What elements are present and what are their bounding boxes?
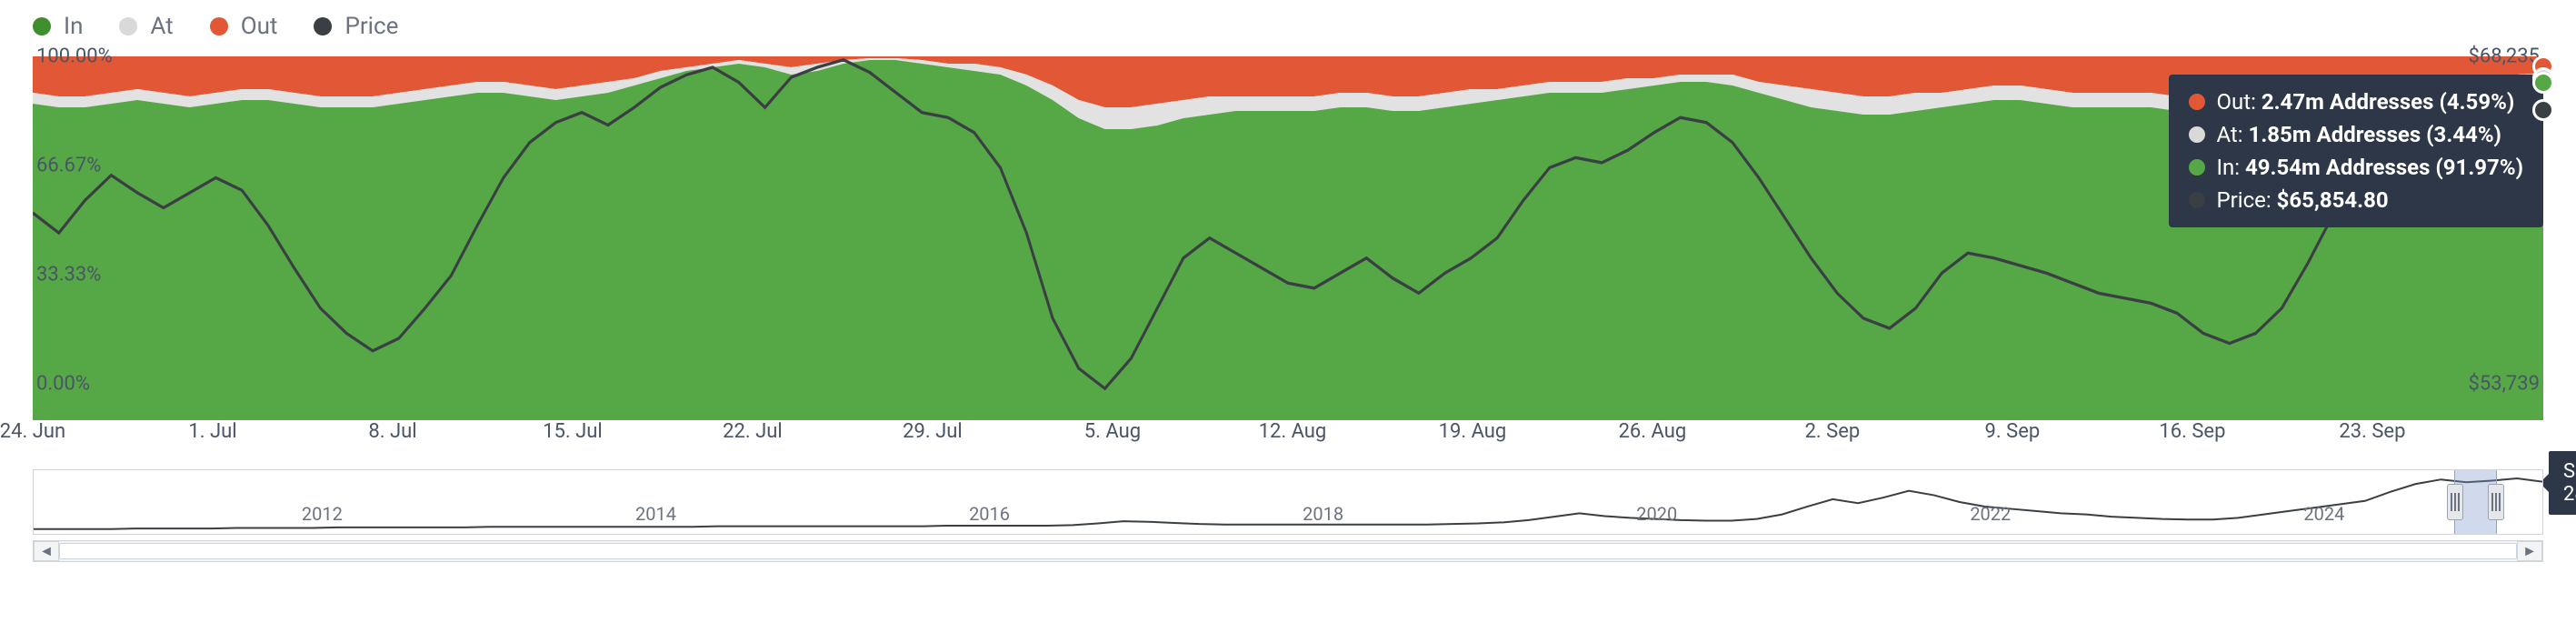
x-tick: 8. Jul xyxy=(368,420,416,443)
x-tick: 23. Sep xyxy=(2339,420,2405,443)
x-tick: 12. Aug xyxy=(1259,420,1327,443)
range-x-label: 2018 xyxy=(1303,503,1343,525)
legend-dot-price xyxy=(314,17,332,35)
x-tick: 1. Jul xyxy=(188,420,236,443)
x-tick: 2. Sep xyxy=(1805,420,1861,443)
x-tick: 15. Jul xyxy=(543,420,603,443)
legend-label-in: In xyxy=(64,13,83,40)
scroll-right-button[interactable]: ► xyxy=(2517,541,2542,561)
range-mini-chart xyxy=(34,470,2542,534)
legend-item-price[interactable]: Price xyxy=(314,13,398,40)
range-handle-left[interactable] xyxy=(2447,484,2463,520)
range-x-label: 2016 xyxy=(969,503,1010,525)
x-tick: 19. Aug xyxy=(1439,420,1507,443)
legend-dot-out xyxy=(210,17,228,35)
main-chart[interactable]: 0.00%33.33%66.67%100.00% $53,739$68,235 … xyxy=(0,56,2576,420)
range-x-label: 2014 xyxy=(635,503,676,525)
legend-label-price: Price xyxy=(344,13,398,40)
range-x-label: 2024 xyxy=(2303,503,2344,525)
crosshair-markers xyxy=(0,56,2576,420)
x-axis: 24. Jun1. Jul8. Jul15. Jul22. Jul29. Jul… xyxy=(33,420,2543,453)
legend-label-at: At xyxy=(150,13,173,40)
range-selection[interactable] xyxy=(2454,470,2497,534)
x-tick: 22. Jul xyxy=(723,420,783,443)
legend-item-in[interactable]: In xyxy=(33,13,83,40)
x-tick: 9. Sep xyxy=(1985,420,2041,443)
scroll-left-button[interactable]: ◄ xyxy=(34,541,59,561)
x-tick: 29. Jul xyxy=(903,420,963,443)
scroll-thumb[interactable] xyxy=(59,543,2517,559)
legend-dot-at xyxy=(119,17,137,35)
x-tick: 26. Aug xyxy=(1619,420,1687,443)
range-x-label: 2012 xyxy=(302,503,343,525)
crosshair-date-label: Sep 28 xyxy=(2563,460,2576,506)
legend-item-out[interactable]: Out xyxy=(210,13,278,40)
scroll-track[interactable] xyxy=(59,541,2517,561)
crosshair-marker xyxy=(2532,72,2554,94)
crosshair-date-flag: Sep 28 xyxy=(2549,451,2576,515)
x-tick: 16. Sep xyxy=(2159,420,2225,443)
range-handle-right[interactable] xyxy=(2488,484,2504,520)
legend: In At Out Price xyxy=(0,0,2576,56)
x-tick: 5. Aug xyxy=(1084,420,1141,443)
legend-label-out: Out xyxy=(241,13,278,40)
horizontal-scrollbar[interactable]: ◄ ► xyxy=(33,540,2543,562)
crosshair-marker xyxy=(2532,99,2554,121)
range-x-label: 2020 xyxy=(1636,503,1677,525)
range-selector[interactable]: 2012 2014 2016 2018 2020 2022 2024 xyxy=(33,469,2543,535)
legend-item-at[interactable]: At xyxy=(119,13,173,40)
legend-dot-in xyxy=(33,17,51,35)
range-x-label: 2022 xyxy=(1970,503,2011,525)
x-tick: 24. Jun xyxy=(0,420,65,443)
